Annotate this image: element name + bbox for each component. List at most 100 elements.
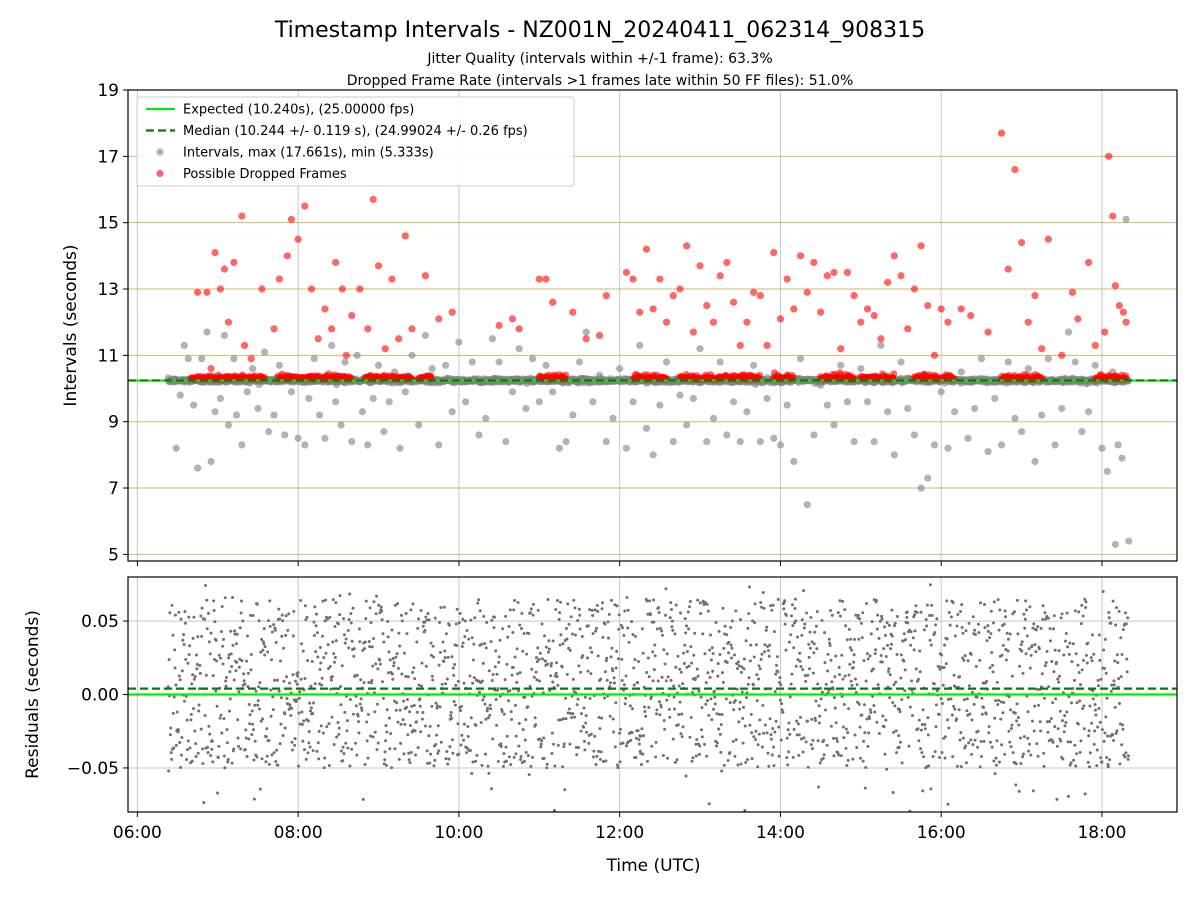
residual-point (348, 765, 351, 768)
residual-point (638, 742, 641, 745)
residual-point (235, 642, 238, 645)
dropped-frame-point (824, 272, 831, 279)
residual-point (308, 730, 311, 733)
residual-point (515, 681, 518, 684)
residual-point (391, 673, 394, 676)
residual-point (568, 707, 571, 710)
interval-point (911, 431, 918, 438)
residual-point (178, 741, 181, 744)
residual-point (382, 697, 385, 700)
residual-point (397, 667, 400, 670)
residual-point (449, 714, 452, 717)
residual-point (179, 678, 182, 681)
dropped-frame-point (1025, 319, 1032, 326)
residual-point (674, 761, 677, 764)
residual-point (519, 758, 522, 761)
residual-point (578, 608, 581, 611)
residual-point (754, 730, 757, 733)
interval-point (194, 465, 201, 472)
residual-point (940, 653, 943, 656)
residual-point (595, 627, 598, 630)
residual-point (677, 713, 680, 716)
residual-point (372, 600, 375, 603)
residual-point (252, 758, 255, 761)
residual-point (971, 719, 974, 722)
residual-point (233, 630, 236, 633)
residual-point (415, 720, 418, 723)
residual-point (541, 657, 544, 660)
residual-point (541, 622, 544, 625)
residual-point (596, 610, 599, 613)
residual-point (671, 629, 674, 632)
residual-point (955, 717, 958, 720)
residual-point (797, 722, 800, 725)
interval-point (904, 405, 911, 412)
residual-point (620, 658, 623, 661)
residual-point (332, 652, 335, 655)
residual-point (513, 756, 516, 759)
residual-point (490, 619, 493, 622)
residual-point (669, 616, 672, 619)
residual-point (685, 775, 688, 778)
residual-point (318, 668, 321, 671)
residual-point (211, 739, 214, 742)
residual-point (970, 653, 973, 656)
residual-point (744, 761, 747, 764)
residual-point (512, 666, 515, 669)
residual-point (301, 740, 304, 743)
interval-point (475, 431, 482, 438)
interval-point (810, 431, 817, 438)
residual-point (874, 652, 877, 655)
residual-point (679, 732, 682, 735)
residual-point (499, 639, 502, 642)
residual-point (432, 645, 435, 648)
residual-point (333, 661, 336, 664)
residual-point (214, 690, 217, 693)
residual-point (390, 629, 393, 632)
residual-point (222, 638, 225, 641)
residual-point (649, 613, 652, 616)
residual-point (202, 801, 205, 804)
residual-point (595, 763, 598, 766)
residual-point (660, 705, 663, 708)
residual-point (347, 629, 350, 632)
residual-point (225, 685, 228, 688)
dropped-frame-point (408, 325, 415, 332)
residual-point (261, 717, 264, 720)
residual-point (756, 765, 759, 768)
residual-point (368, 640, 371, 643)
interval-point (261, 348, 268, 355)
residual-point (786, 737, 789, 740)
residual-point (317, 757, 320, 760)
residual-point (703, 743, 706, 746)
residual-point (687, 627, 690, 630)
residual-point (530, 668, 533, 671)
residual-point (344, 742, 347, 745)
residual-point (862, 740, 865, 743)
residual-point (593, 735, 596, 738)
residual-point (796, 635, 799, 638)
residual-point (259, 788, 262, 791)
residual-point (636, 681, 639, 684)
residual-point (313, 634, 316, 637)
residual-point (415, 640, 418, 643)
residual-point (836, 740, 839, 743)
residual-point (413, 677, 416, 680)
residual-point (655, 741, 658, 744)
residual-point (364, 640, 367, 643)
residual-point (778, 676, 781, 679)
residual-point (406, 698, 409, 701)
residual-point (206, 627, 209, 630)
residual-point (680, 713, 683, 716)
residual-point (451, 752, 454, 755)
residual-point (828, 638, 831, 641)
residual-point (180, 618, 183, 621)
residual-point (736, 688, 739, 691)
residual-point (421, 718, 424, 721)
residual-point (359, 678, 362, 681)
residual-point (433, 759, 436, 762)
residual-point (191, 760, 194, 763)
interval-point (238, 441, 245, 448)
residual-point (578, 614, 581, 617)
residual-point (946, 718, 949, 721)
